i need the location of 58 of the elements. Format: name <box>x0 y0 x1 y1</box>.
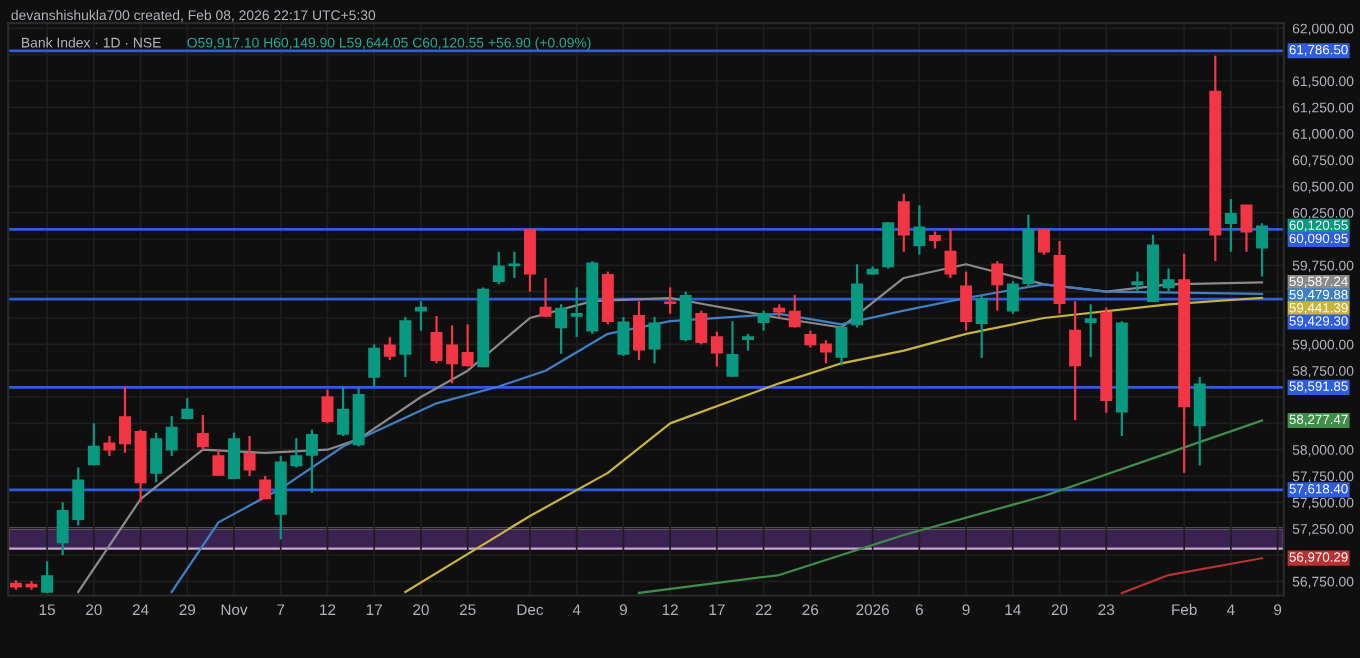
candlestick <box>41 560 54 595</box>
line-series <box>404 296 1264 594</box>
candlestick <box>1256 222 1269 278</box>
candlestick <box>819 339 832 365</box>
candlestick <box>383 335 396 362</box>
candlestick <box>991 260 1004 312</box>
candlestick <box>119 385 131 454</box>
candlestick <box>1037 228 1050 256</box>
candlestick <box>633 300 645 362</box>
candlestick <box>212 448 225 478</box>
candlestick <box>944 227 957 280</box>
candlestick <box>975 293 988 360</box>
candlestick <box>196 413 209 451</box>
candlestick <box>1224 197 1237 253</box>
candlestick <box>508 250 521 280</box>
candlestick <box>897 192 910 253</box>
candlestick <box>165 414 178 458</box>
candlestick <box>305 428 318 494</box>
candlestick <box>1084 303 1097 359</box>
candlestick <box>913 204 926 256</box>
candlestick <box>228 431 240 481</box>
candlestick <box>1240 204 1253 253</box>
candlestick <box>523 228 536 293</box>
candlestick <box>835 323 848 367</box>
candlestick <box>539 276 552 319</box>
candlestick <box>757 309 770 332</box>
candlestick <box>337 385 350 438</box>
candlestick <box>461 323 474 368</box>
candlestick <box>1162 267 1175 293</box>
candlestick <box>368 343 381 388</box>
candlestick <box>87 422 100 466</box>
candlestick <box>617 315 630 358</box>
candlestick <box>648 315 661 365</box>
candlestick <box>1193 375 1206 467</box>
candlestick <box>1069 300 1082 422</box>
candlestick <box>679 290 692 343</box>
candlestick <box>243 434 256 478</box>
candlestick <box>181 396 194 420</box>
candlestick <box>446 324 459 385</box>
candlestick <box>1053 239 1066 315</box>
candlestick <box>788 293 801 329</box>
candlestick <box>399 315 412 379</box>
candlestick <box>430 314 443 365</box>
candlestick <box>851 263 864 329</box>
candlestick <box>150 431 163 484</box>
candlestick <box>882 221 895 270</box>
candlestick <box>601 270 614 326</box>
candlestick <box>695 309 708 346</box>
candlestick <box>103 434 116 458</box>
candlestick <box>321 388 334 425</box>
candlestick <box>960 270 973 332</box>
candlestick <box>492 250 505 286</box>
candlestick <box>664 286 677 315</box>
line-series <box>637 419 1264 595</box>
candlestick <box>726 320 739 379</box>
candlestick <box>555 303 568 355</box>
candlestick <box>1131 270 1144 293</box>
candlestick <box>710 330 723 368</box>
